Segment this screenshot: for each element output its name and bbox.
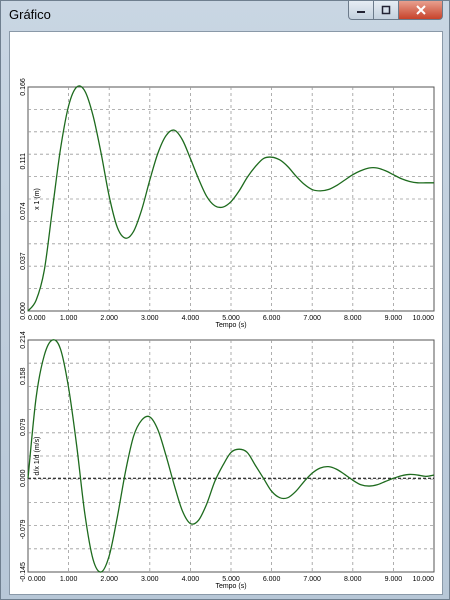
x-axis-label: Tempo (s) [215,583,246,590]
y-axis-label: d/x 1/d (m/s) [34,437,41,476]
x-tick-label: 8.000 [344,315,362,322]
x-tick-label: 5.000 [222,315,240,322]
window-title: Gráfico [9,7,51,22]
y-tick-label: 0.166 [20,78,27,96]
chart-area: 0.000 1.000 2.000 3.000 4.000 5.000 6.000 7.000… [9,31,443,595]
x-tick-label: 10.000 [413,576,435,583]
x-tick-label: 0.000 [28,315,46,322]
close-icon [415,5,426,15]
x-axis-label: Tempo (s) [215,322,246,329]
maximize-button[interactable] [374,1,399,20]
x-tick-label: 8.000 [344,576,362,583]
x-tick-label: 10.000 [413,315,435,322]
series-line [27,85,434,312]
x-tick-label: 3.000 [141,315,159,322]
y-tick-label: -0.145 [20,562,27,582]
x-tick-label: 7.000 [303,315,321,322]
y-tick-label: 0.079 [20,418,27,436]
y-axis-label: x 1 (m) [34,188,41,210]
y-tick-label: 0.037 [20,252,27,270]
y-tick-label: 0.111 [20,153,27,170]
x-tick-label: 4.000 [182,315,200,322]
x-tick-label: 3.000 [141,576,159,583]
x-tick-label: 4.000 [182,576,200,583]
y-tick-label: 0.000 [20,469,27,487]
y-tick-label: 0.074 [20,202,27,220]
x-tick-label: 9.000 [385,315,403,322]
x-tick-label: 9.000 [385,576,403,583]
y-tick-label: -0.079 [20,519,27,539]
x-tick-label: 6.000 [263,576,281,583]
y-tick-label: 0.000 [20,302,27,320]
x-tick-label: 5.000 [222,576,240,583]
minimize-button[interactable] [348,1,374,20]
caption-buttons [348,1,443,21]
y-tick-label: 0.158 [20,367,27,385]
minimize-icon [357,11,365,13]
x-tick-label: 7.000 [303,576,321,583]
y-tick-label: 0.214 [20,331,27,349]
x-tick-label: 1.000 [60,315,78,322]
x-tick-label: 0.000 [28,576,46,583]
series-line [27,339,435,573]
x-tick-label: 1.000 [60,576,78,583]
charts-svg: 0.000 1.000 2.000 3.000 4.000 5.000 6.000 7.000… [20,78,435,590]
x-tick-label: 2.000 [100,576,118,583]
close-button[interactable] [399,1,443,20]
title-bar[interactable]: Gráfico [1,1,449,31]
x-tick-label: 6.000 [263,315,281,322]
maximize-icon [381,5,391,15]
x-tick-label: 2.000 [100,315,118,322]
